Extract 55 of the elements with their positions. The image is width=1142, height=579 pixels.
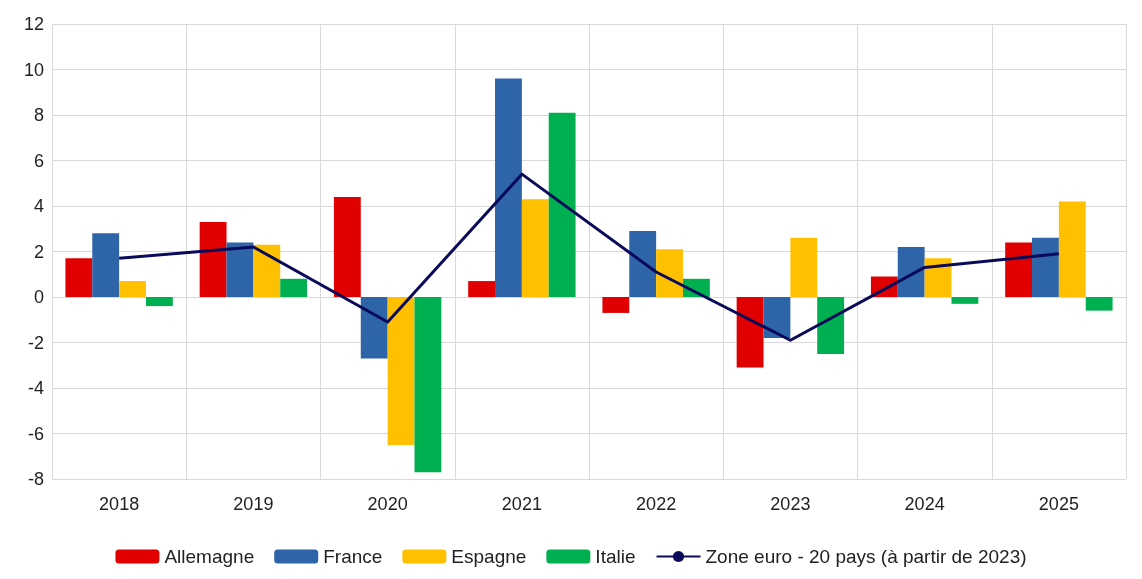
bar	[951, 297, 979, 304]
y-tick-label: -2	[27, 332, 44, 353]
y-tick-label: -4	[27, 378, 44, 398]
legend-label: Italie	[595, 546, 636, 567]
bar	[92, 233, 120, 297]
y-tick-label: 4	[33, 196, 44, 216]
bar	[145, 297, 173, 307]
y-tick-label: -8	[27, 469, 44, 489]
bar	[280, 278, 308, 297]
bar	[1058, 201, 1086, 297]
bar	[521, 199, 549, 297]
bar	[736, 297, 764, 368]
y-tick-label: 0	[33, 287, 44, 307]
line-series	[117, 172, 1061, 342]
bar	[226, 242, 254, 297]
bar	[253, 244, 281, 297]
bar	[602, 297, 630, 313]
bar	[119, 281, 146, 297]
bar	[924, 258, 952, 297]
x-tick-label: 2024	[904, 494, 945, 514]
bar	[656, 249, 683, 297]
bar	[360, 297, 388, 359]
y-tick-label: 8	[33, 105, 44, 125]
bar	[65, 258, 93, 297]
bar	[629, 231, 657, 297]
x-tick-label: 2021	[501, 494, 542, 514]
x-tick-label: 2019	[233, 494, 274, 514]
x-tick-label: 2020	[367, 494, 408, 514]
y-tick-label: 10	[23, 59, 44, 80]
x-tick-label: 2025	[1038, 494, 1079, 514]
legend-label: Zone euro - 20 pays (à partir de 2023)	[705, 546, 1027, 567]
x-tick-label: 2023	[770, 494, 811, 514]
bar	[495, 78, 522, 297]
bar	[548, 112, 576, 297]
y-tick-label: 12	[23, 14, 44, 34]
x-tick-label: 2018	[99, 494, 140, 514]
legend-label: Espagne	[451, 546, 527, 567]
bar	[414, 297, 442, 473]
y-tick-label: -6	[27, 423, 44, 444]
y-tick-label: 2	[33, 241, 44, 262]
legend-label: Allemagne	[164, 546, 255, 567]
bar	[468, 281, 496, 297]
bar	[1005, 242, 1033, 297]
bar	[817, 297, 845, 354]
bar	[1032, 237, 1059, 297]
bar	[790, 237, 818, 297]
bar	[199, 221, 227, 297]
bar	[763, 297, 791, 338]
bar	[897, 246, 925, 297]
legend-label: France	[323, 546, 383, 567]
y-tick-label: 6	[33, 150, 44, 171]
bar	[1085, 297, 1113, 311]
bar	[387, 297, 415, 445]
x-tick-label: 2022	[636, 494, 677, 514]
bar	[333, 196, 361, 297]
